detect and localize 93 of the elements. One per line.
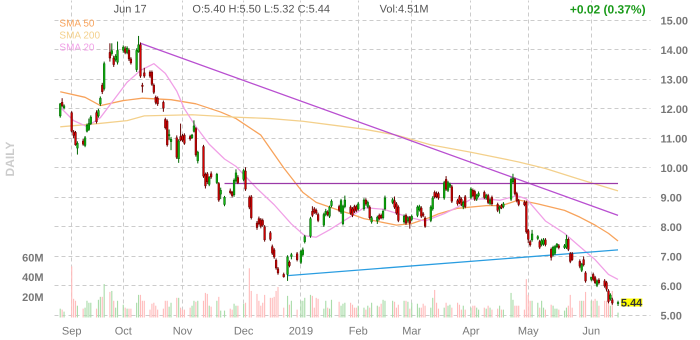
x-tick-label: Dec [234, 326, 254, 338]
annotation: Vol:4.51M [380, 3, 429, 16]
annotation: +0.02 (0.37%) [570, 2, 646, 16]
candlestick [108, 42, 112, 62]
y-tick-label: 5.00 [660, 310, 682, 322]
candlestick [550, 247, 552, 262]
candlestick [450, 184, 453, 204]
x-tick-label: Apr [462, 326, 480, 338]
y2-tick-label: 60M [22, 252, 44, 264]
x-tick-label: Oct [114, 326, 132, 338]
y-tick-label: 8.00 [660, 222, 682, 234]
candlestick [218, 182, 220, 202]
y2-tick-label: 40M [22, 272, 44, 284]
y2-tick-label: 20M [22, 292, 44, 304]
candlestick [368, 204, 371, 220]
candlestick [101, 82, 104, 95]
candlestick [128, 48, 130, 62]
candlestick [309, 216, 312, 238]
candlestick [244, 166, 247, 192]
candlestick [538, 239, 541, 250]
candlestick [474, 189, 476, 202]
line-series [60, 63, 619, 280]
candlestick [582, 256, 585, 267]
y-tick-label: 14.00 [660, 44, 688, 57]
candlestick [223, 195, 226, 207]
candlestick [510, 177, 512, 202]
candlestick [61, 98, 64, 108]
candlestick [552, 245, 554, 257]
y-tick-label: 13.00 [660, 74, 688, 86]
candlestick [242, 168, 245, 182]
candlestick [317, 212, 320, 223]
x-tick-label: May [518, 326, 540, 338]
candlestick [156, 96, 159, 106]
text: SMA 20 [59, 42, 95, 54]
candlestick [424, 216, 426, 228]
candlestick [176, 134, 178, 160]
candlestick [408, 215, 411, 230]
candlestick [208, 176, 210, 187]
candlestick [178, 138, 180, 164]
candlestick [580, 262, 583, 273]
candlestick [554, 244, 556, 256]
candlestick [584, 270, 587, 284]
candlestick [220, 187, 222, 200]
candlestick [530, 229, 534, 242]
candlestick [250, 194, 252, 220]
candlestick [112, 55, 115, 68]
candlestick [569, 251, 572, 264]
line-series [60, 114, 619, 192]
candlestick [216, 172, 218, 185]
y-tick-label: 7.00 [660, 251, 682, 264]
candlestick [141, 82, 144, 94]
candlestick [271, 244, 274, 256]
candlestick [444, 176, 448, 192]
candlestick [269, 230, 272, 242]
x-tick-label: Sep [62, 326, 82, 338]
candlestick [464, 194, 466, 209]
candlestick [420, 206, 422, 219]
x-tick-label: Nov [172, 326, 193, 338]
text: SMA 50 [59, 18, 95, 30]
x-tick-label: Jun [582, 326, 600, 338]
annotation: O:5.40 H:5.50 L:5.32 C:5.44 [192, 3, 330, 16]
candlestick [296, 251, 298, 262]
annotation: Jun 17 [114, 3, 147, 16]
candlestick [166, 118, 168, 148]
candlestick [59, 102, 62, 118]
candlestick [349, 204, 352, 216]
candlestick [487, 193, 490, 205]
x-tick-label: Mar [402, 326, 422, 338]
text: SMA 200 [59, 30, 100, 42]
candlestick [76, 140, 79, 156]
candlestick [496, 202, 499, 213]
y-tick-label: 12.00 [660, 104, 688, 116]
y-tick-label: 9.00 [660, 192, 682, 204]
candlestick [110, 42, 113, 56]
candlestick [322, 212, 325, 228]
candlestick [351, 206, 354, 218]
x-tick-label: Feb [348, 326, 368, 338]
y-tick-label: 6.00 [660, 280, 682, 293]
y-tick-label: 15.00 [660, 15, 688, 28]
annotation: 5.44 [620, 297, 644, 310]
candlestick [162, 100, 164, 112]
x-tick-label: 2019 [288, 326, 314, 338]
candlestick [196, 150, 199, 164]
candlestick [311, 206, 314, 218]
candlestick [443, 180, 446, 200]
line-series [60, 91, 619, 242]
candlestick [88, 118, 90, 132]
candlestick [397, 204, 400, 223]
candlestick [99, 96, 102, 106]
candlestick [260, 218, 262, 229]
y-tick-label: 10.00 [660, 162, 688, 175]
candlestick [567, 237, 570, 252]
y-tick-label: 11.00 [660, 133, 688, 146]
